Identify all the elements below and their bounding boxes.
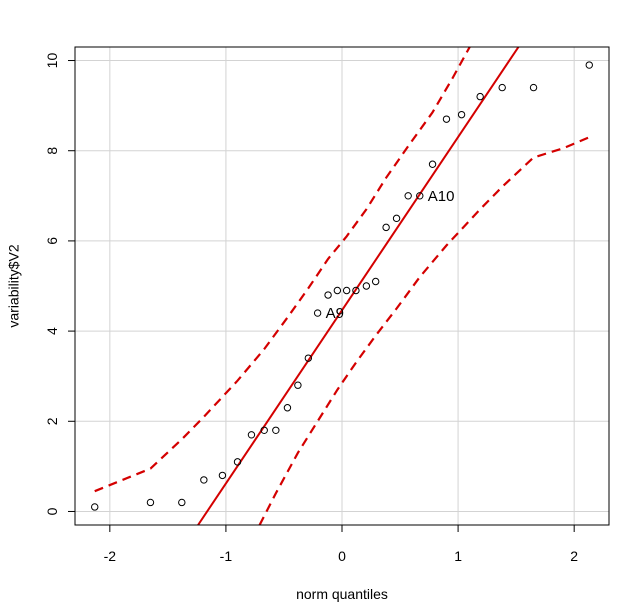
data-point xyxy=(585,61,593,69)
data-point xyxy=(260,426,268,435)
data-point xyxy=(404,192,412,200)
x-tick-label: -2 xyxy=(104,548,117,564)
data-point xyxy=(416,192,424,200)
reference-line xyxy=(197,47,520,525)
data-point xyxy=(371,277,380,286)
y-axis-label: variability$V2 xyxy=(6,244,22,327)
x-tick-label: 1 xyxy=(454,548,462,564)
y-tick-label: 6 xyxy=(44,237,60,245)
point-label: A9 xyxy=(326,305,344,322)
y-tick-label: 4 xyxy=(44,327,60,335)
data-point xyxy=(283,404,292,412)
x-axis-label: norm quantiles xyxy=(296,586,388,602)
data-point xyxy=(324,291,332,299)
data-point xyxy=(382,223,390,232)
data-point xyxy=(146,498,155,507)
y-tick-label: 10 xyxy=(44,53,60,69)
data-point xyxy=(352,286,360,295)
reference-line-group xyxy=(197,47,520,525)
data-point xyxy=(529,83,538,92)
data-point xyxy=(392,214,401,223)
data-point xyxy=(233,458,242,466)
x-axis: -2 -1 0 1 2 xyxy=(104,525,578,564)
x-tick-label: 0 xyxy=(338,548,346,564)
y-tick-label: 2 xyxy=(44,417,60,425)
data-point xyxy=(342,286,351,295)
grid xyxy=(75,47,609,525)
y-axis: 0 2 4 6 8 10 xyxy=(44,53,75,515)
data-point xyxy=(313,309,322,317)
point-labels: A9 A10 xyxy=(326,188,455,322)
y-tick-label: 8 xyxy=(44,147,60,155)
x-tick-label: -1 xyxy=(220,548,233,564)
confidence-band-lower xyxy=(258,136,590,525)
data-point xyxy=(476,92,484,101)
point-label: A10 xyxy=(428,188,455,205)
data-point xyxy=(272,426,280,435)
data-point xyxy=(218,471,227,480)
y-tick-label: 0 xyxy=(44,507,60,515)
confidence-band xyxy=(94,47,590,525)
data-point xyxy=(362,282,371,290)
confidence-band-upper xyxy=(94,47,471,493)
data-point xyxy=(457,110,466,119)
data-point xyxy=(178,498,186,507)
data-point xyxy=(442,115,451,123)
data-point xyxy=(428,160,437,168)
x-tick-label: 2 xyxy=(570,548,578,564)
data-point xyxy=(247,431,256,439)
data-point xyxy=(91,503,99,511)
data-point xyxy=(304,354,313,362)
data-point xyxy=(498,83,506,92)
data-point xyxy=(333,286,342,295)
data-points xyxy=(91,61,593,511)
data-point xyxy=(200,476,208,484)
data-point xyxy=(294,381,302,389)
